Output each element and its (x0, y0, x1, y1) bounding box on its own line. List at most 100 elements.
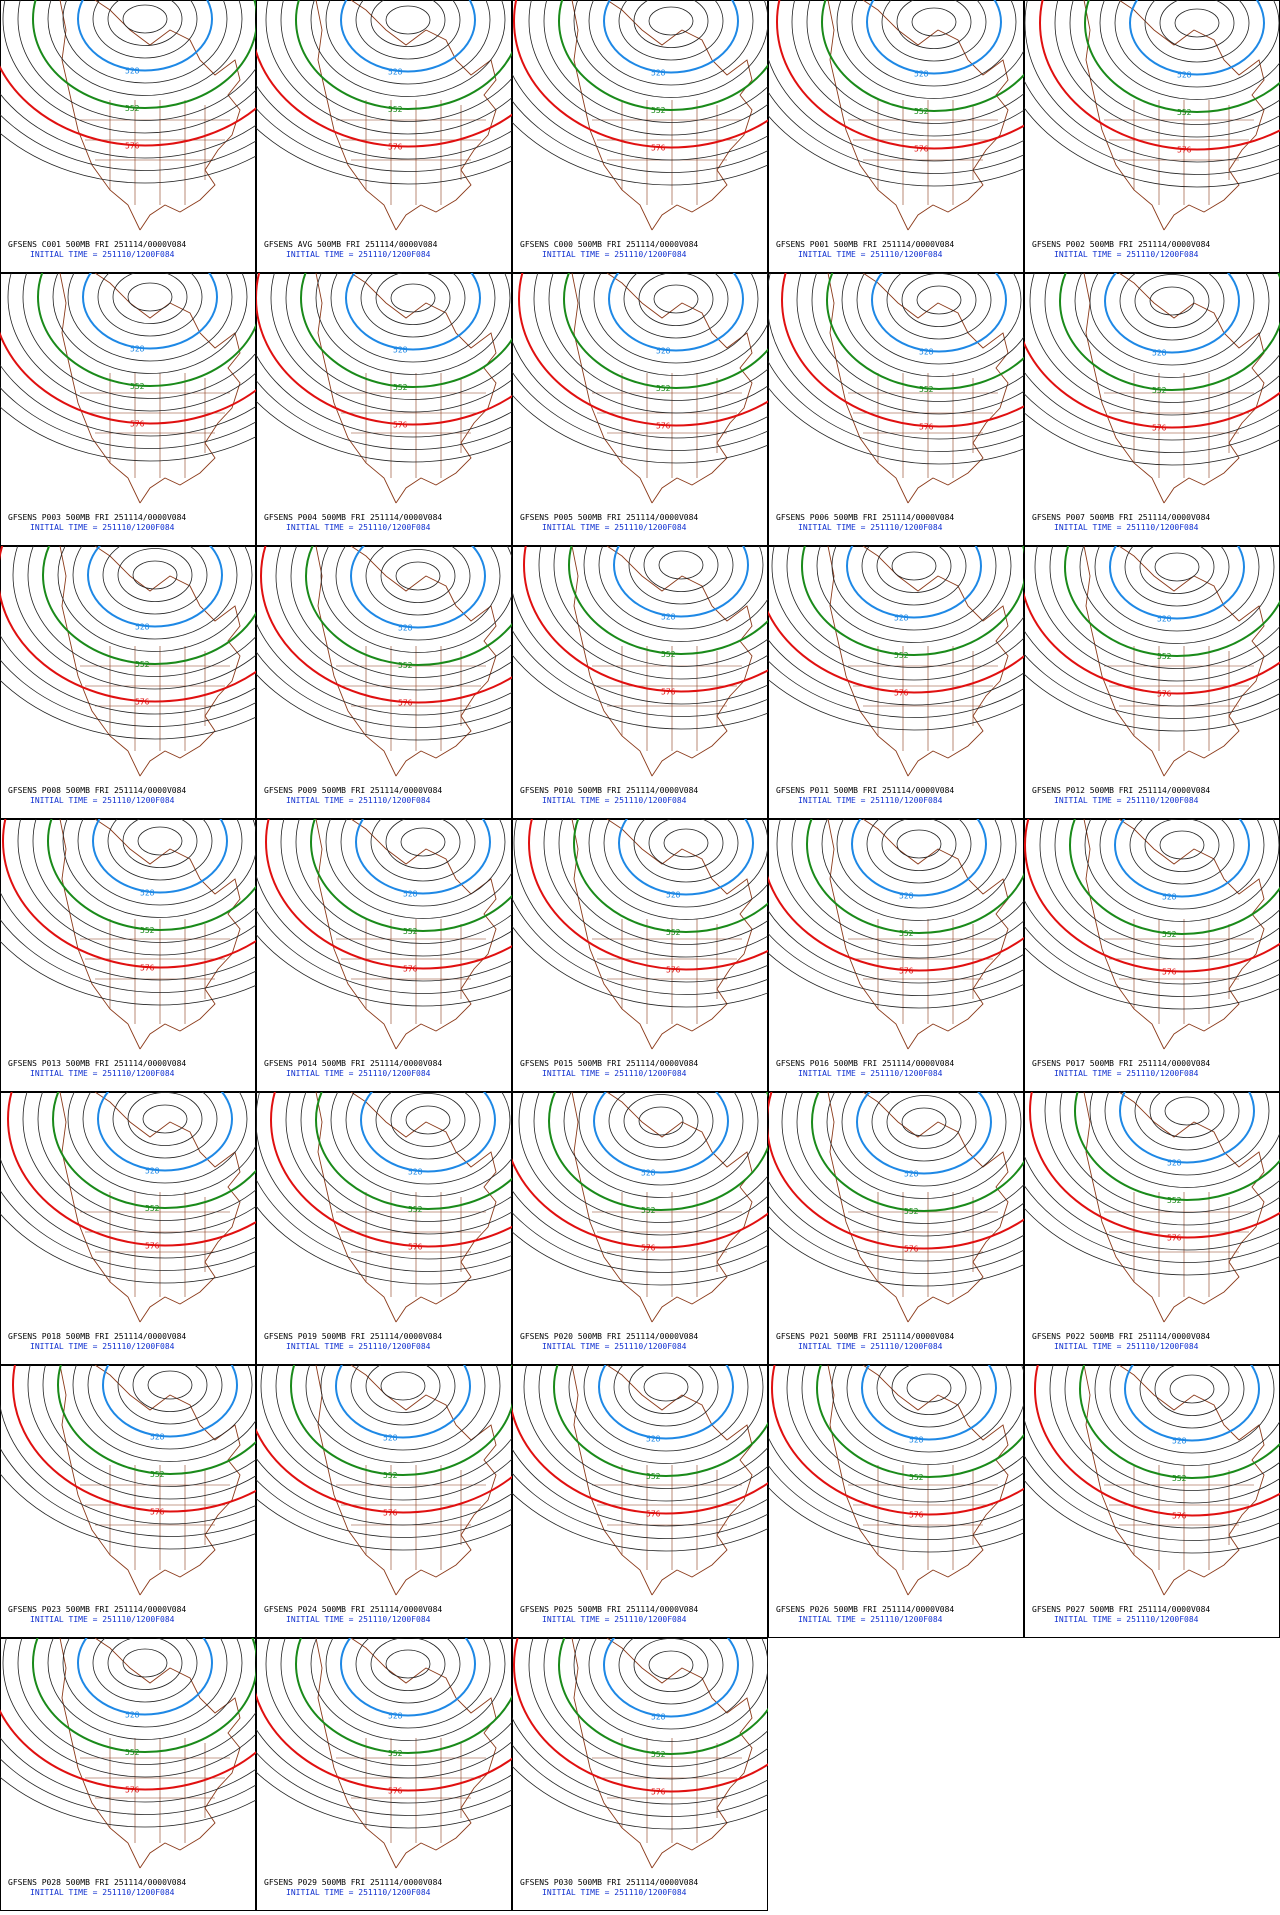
map-area: 528 552 576 (1024, 273, 1280, 504)
map-panel: 528 552 576 GFSENS P008 500MB FRI 251114/00… (0, 546, 256, 819)
height-contour (548, 1092, 768, 1211)
contour-label: 528 (1172, 1437, 1187, 1446)
height-contour (528, 0, 768, 136)
contour-label: 576 (1177, 146, 1192, 155)
height-contour (280, 819, 512, 957)
height-contour (871, 273, 1007, 353)
panel-title: GFSENS P029 500MB FRI 251114/0000V084 (264, 1878, 442, 1887)
contour-label: 552 (388, 1749, 403, 1758)
height-contour (768, 90, 1024, 174)
height-contour (523, 546, 768, 693)
height-contour (831, 1365, 1024, 1465)
height-contour (771, 1365, 1024, 1516)
coastline (315, 819, 497, 1050)
height-contour (1024, 0, 1280, 163)
height-contour (533, 1092, 768, 1223)
state-borders (336, 100, 486, 205)
height-contour (528, 1638, 768, 1780)
height-contour (275, 546, 512, 691)
contour-label: 552 (398, 661, 413, 670)
panel-frame (256, 0, 512, 273)
height-contour (370, 819, 476, 882)
height-contour (385, 819, 461, 869)
coastline (571, 1638, 753, 1869)
height-contour (1164, 1096, 1210, 1126)
map-area: 528 552 576 (1024, 1365, 1280, 1596)
contour-label: 576 (140, 964, 155, 973)
panel-frame (0, 546, 256, 819)
map-area: 528 552 576 (512, 819, 768, 1050)
panel-subtitle: INITIAL TIME = 251110/1200F084 (30, 1069, 175, 1078)
map-panel: 528 552 576 GFSENS P016 500MB FRI 251114/00… (768, 819, 1024, 1092)
height-contour (295, 819, 512, 944)
height-contour (881, 819, 957, 871)
height-contour (350, 546, 486, 629)
height-contour (512, 1472, 768, 1539)
panel-subtitle: INITIAL TIME = 251110/1200F084 (542, 523, 687, 532)
height-contour (1109, 546, 1245, 620)
height-contour (27, 546, 256, 677)
height-contour (1094, 1365, 1280, 1466)
height-contour (603, 819, 768, 908)
height-contour (1054, 0, 1280, 138)
height-contour (768, 1486, 1024, 1553)
height-contour (325, 819, 512, 919)
height-contour (102, 546, 208, 615)
height-contour (1034, 546, 1280, 682)
height-contour (1044, 1092, 1280, 1226)
height-contour (256, 1427, 512, 1514)
height-contour (633, 0, 709, 48)
height-contour (1024, 1454, 1280, 1541)
coastline (571, 273, 753, 504)
height-contour (588, 819, 768, 920)
panel-subtitle: INITIAL TIME = 251110/1200F084 (286, 1069, 431, 1078)
height-contour (1109, 1365, 1275, 1454)
height-contour (781, 273, 1024, 428)
height-contour (62, 1638, 228, 1728)
height-contour (608, 1092, 714, 1161)
contour-label: 576 (135, 698, 150, 707)
height-contour (380, 549, 456, 603)
height-contour (916, 285, 962, 315)
coastline (827, 546, 1009, 777)
height-contour (62, 0, 228, 84)
panel-subtitle: INITIAL TIME = 251110/1200F084 (798, 1069, 943, 1078)
contour-label: 576 (130, 420, 145, 429)
height-contour (67, 1092, 256, 1196)
height-contour (375, 273, 451, 325)
map-area: 528 552 576 (768, 0, 1024, 231)
height-contour (97, 1092, 233, 1172)
height-contour (512, 1717, 768, 1805)
contour-label: 576 (919, 423, 934, 432)
map-area: 528 552 576 (512, 273, 768, 504)
map-panel: 528 552 576 GFSENS P006 500MB FRI 251114/00… (768, 273, 1024, 546)
height-contour (1074, 273, 1270, 378)
height-contour (578, 273, 768, 376)
coastline (1083, 273, 1265, 504)
height-contour (295, 1638, 512, 1754)
contour-label: 552 (899, 929, 914, 938)
map-panel: 528 552 576 GFSENS P018 500MB FRI 251114/00… (0, 1092, 256, 1365)
map-panel: 528 552 576 GFSENS P027 500MB FRI 251114/00… (1024, 1365, 1280, 1638)
height-contour (603, 1638, 739, 1718)
height-contour (881, 0, 987, 62)
panel-subtitle: INITIAL TIME = 251110/1200F084 (1054, 1069, 1199, 1078)
height-contour (1149, 286, 1195, 316)
height-contour (0, 406, 256, 462)
panel-title: GFSENS P024 500MB FRI 251114/0000V084 (264, 1605, 442, 1614)
height-contour (558, 1638, 768, 1755)
map-panel: 528 552 576 GFSENS AVG 500MB FRI 251114/000… (256, 0, 512, 273)
height-contour (1129, 0, 1265, 76)
contour-label: 576 (125, 142, 140, 151)
height-contour (1089, 273, 1255, 366)
height-contour (768, 932, 1024, 996)
height-contour (256, 933, 512, 1007)
coastline (315, 546, 497, 777)
coastline (315, 1365, 497, 1596)
height-contour (768, 660, 1024, 718)
panel-subtitle: INITIAL TIME = 251110/1200F084 (1054, 796, 1199, 805)
height-contour (1089, 1092, 1280, 1188)
height-contour (512, 925, 768, 1008)
height-contour (7, 1092, 256, 1247)
map-panel: 528 552 576 GFSENS P011 500MB FRI 251114/00… (768, 546, 1024, 819)
